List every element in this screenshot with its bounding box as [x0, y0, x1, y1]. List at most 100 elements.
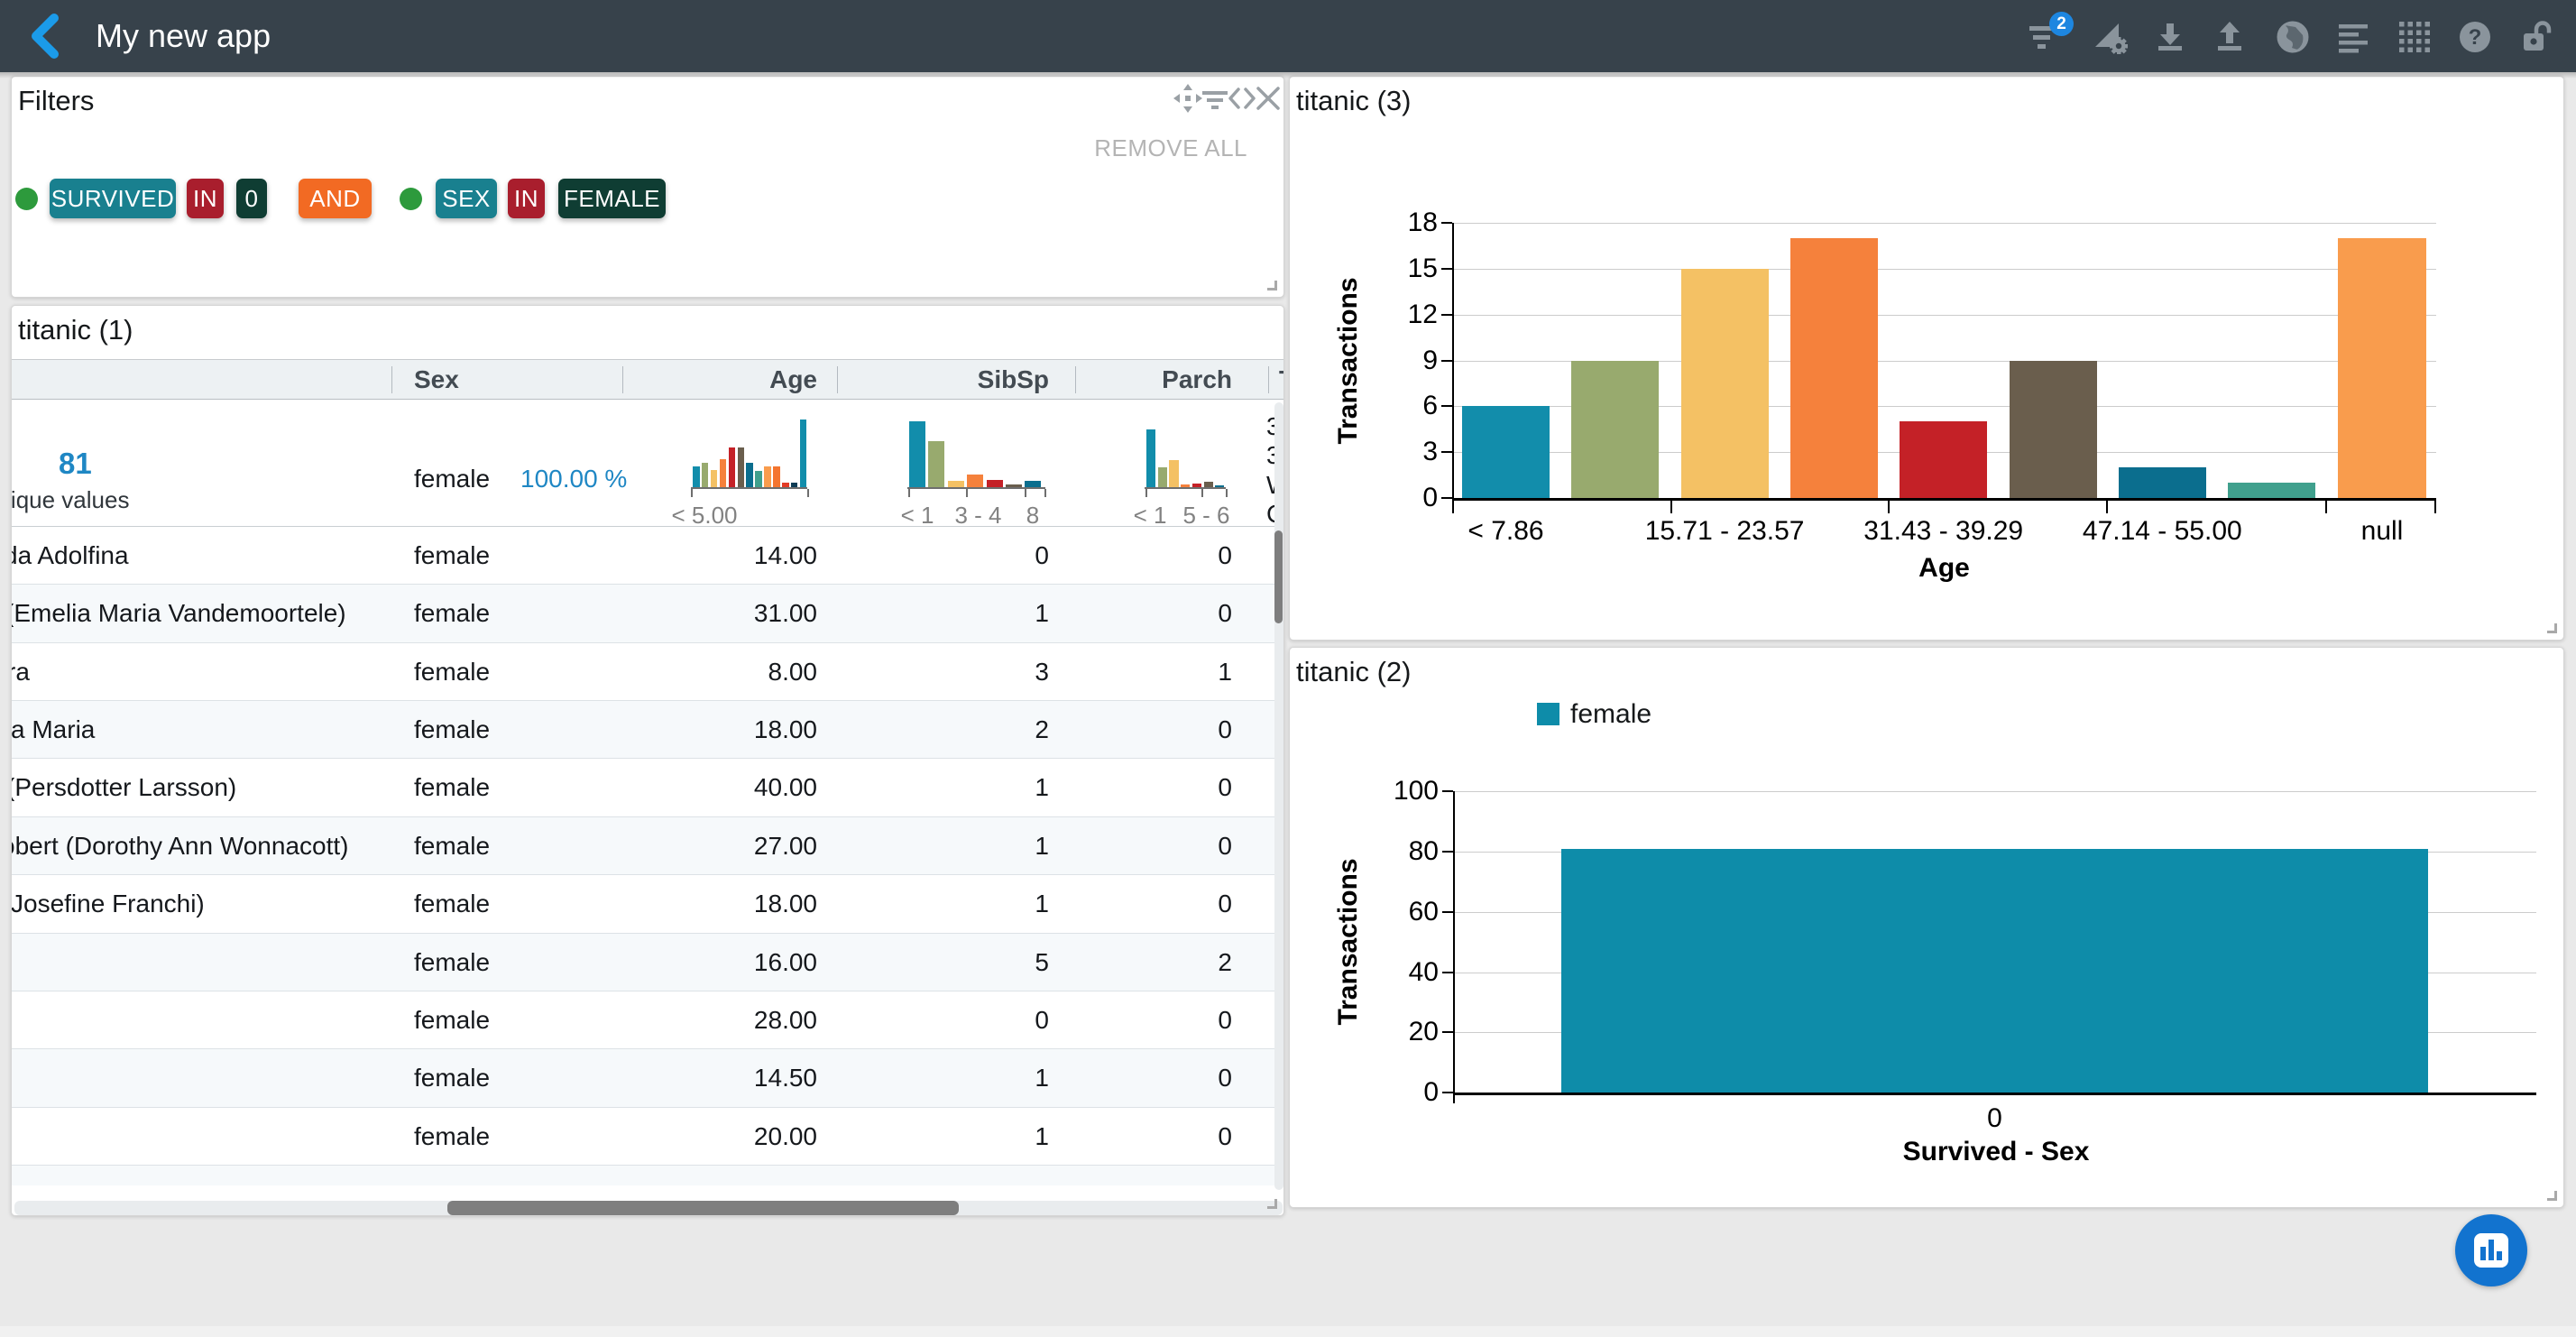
- globe-icon[interactable]: [2276, 20, 2310, 54]
- legend-swatch-female[interactable]: [1537, 703, 1559, 725]
- upload-icon[interactable]: [2213, 20, 2247, 54]
- cell-age: 14.00: [753, 541, 817, 569]
- lock-open-icon[interactable]: [2519, 20, 2553, 54]
- summary-histogram-age: < 5.00: [671, 400, 809, 529]
- filter-conjunction-pill[interactable]: AND: [299, 179, 372, 218]
- summary-histogram-label: < 1: [1133, 502, 1167, 529]
- resize-handle[interactable]: [1267, 281, 1277, 290]
- filter-field-pill[interactable]: SEX: [436, 179, 497, 218]
- summary-histogram-bar: [782, 483, 789, 487]
- filter-operator-pill[interactable]: IN: [508, 179, 545, 218]
- summary-histogram-bar: [1181, 484, 1191, 487]
- cell-sex: female: [414, 715, 491, 744]
- table-row[interactable]: da Adolfina female 14.00 0 0: [12, 527, 1283, 586]
- y-axis-tick-label: 12: [1407, 299, 1438, 329]
- dotted-grid-icon[interactable]: [2397, 20, 2432, 54]
- y-axis-tick-label: 80: [1408, 836, 1439, 867]
- help-icon[interactable]: ?: [2458, 20, 2492, 54]
- chart-fab-button[interactable]: [2455, 1214, 2527, 1286]
- table-row[interactable]: a Maria female 18.00 2 0: [12, 701, 1283, 760]
- cell-sex: female: [414, 657, 491, 686]
- column-header-t[interactable]: T: [1279, 360, 1283, 399]
- download-icon[interactable]: [2153, 20, 2187, 54]
- cell-name-text: (Emelia Maria Vandemoortele): [12, 599, 346, 628]
- table-row[interactable]: (Emelia Maria Vandemoortele) female 31.00 1…: [12, 585, 1283, 643]
- cell-sibsp: 1: [1035, 831, 1049, 860]
- y-axis-line: [1452, 223, 1454, 509]
- y-axis-tick: [1441, 497, 1452, 499]
- filter-value-pill[interactable]: 0: [236, 179, 267, 218]
- topbar-actions: 2?: [0, 0, 2576, 72]
- chart-settings-icon[interactable]: [2093, 20, 2128, 55]
- summary-histogram-tick: [966, 489, 969, 497]
- table-row[interactable]: female 16.00 5 2: [12, 933, 1283, 991]
- filter-value-pill[interactable]: FEMALE: [558, 179, 666, 218]
- table-row[interactable]: female 20.00 1 0: [12, 1108, 1283, 1166]
- column-header-sibsp[interactable]: SibSp: [977, 365, 1049, 393]
- column-header-parch[interactable]: Parch: [1162, 365, 1232, 393]
- close-icon[interactable]: [1254, 84, 1283, 113]
- move-icon[interactable]: [1173, 84, 1202, 113]
- back-button[interactable]: [22, 11, 72, 61]
- gridline: [1453, 791, 2536, 793]
- gridline: [1452, 406, 2436, 408]
- cell-name-text: a Maria: [12, 715, 96, 744]
- remove-all-button[interactable]: REMOVE ALL: [1094, 134, 1247, 161]
- summary-histogram-tick: [908, 489, 910, 497]
- summary-histogram-tick: [691, 489, 693, 497]
- table-row[interactable]: (Persdotter Larsson) female 40.00 1 0: [12, 759, 1283, 817]
- y-axis-tick: [1441, 451, 1452, 454]
- topbar-shadow: [0, 72, 2576, 78]
- resize-handle[interactable]: [2547, 1191, 2557, 1201]
- vertical-scrollbar-thumb[interactable]: [1274, 530, 1283, 623]
- filter-active-dot: [15, 188, 38, 210]
- summary-histogram-tick: [1024, 489, 1026, 497]
- cell-name: (Persdotter Larsson): [12, 759, 386, 816]
- summary-histogram-bar: [755, 471, 762, 487]
- bar-bin5: [2009, 360, 2097, 498]
- align-left-icon[interactable]: [2337, 20, 2371, 54]
- horizontal-scrollbar-thumb[interactable]: [447, 1201, 959, 1215]
- x-axis-tick: [2434, 501, 2436, 513]
- legend-label-female[interactable]: female: [1570, 699, 1652, 729]
- table-row-partial: [12, 1165, 1283, 1185]
- bar-bin3: [1789, 238, 1878, 498]
- summary-histogram-bar: [1006, 484, 1022, 487]
- filter-icon[interactable]: [1201, 84, 1229, 113]
- table-row[interactable]: ra female 8.00 3 1: [12, 643, 1283, 702]
- column-header-sex[interactable]: Sex: [414, 365, 459, 393]
- unique-count: 81: [59, 447, 92, 480]
- column-separator: [622, 366, 623, 393]
- summary-histogram-bar: [728, 447, 736, 487]
- x-axis-tick: [2325, 501, 2327, 513]
- vertical-scrollbar-track[interactable]: [1274, 402, 1283, 1190]
- summary-histogram-bar: [928, 441, 945, 487]
- cell-sex: female: [414, 1064, 491, 1093]
- filter-lines-icon[interactable]: 2: [2028, 12, 2074, 54]
- gridline: [1452, 360, 2436, 362]
- cell-name: [12, 1049, 386, 1107]
- table-row[interactable]: female 28.00 0 0: [12, 991, 1283, 1050]
- resize-handle[interactable]: [1267, 1199, 1277, 1209]
- summary-histogram-tick: [1044, 489, 1046, 497]
- table-row[interactable]: obert (Dorothy Ann Wonnacott) female 27.00…: [12, 816, 1283, 876]
- summary-histogram-tick: [1145, 489, 1147, 497]
- bar-31.43 - 39.29: [1900, 421, 1988, 498]
- cell-age: 8.00: [768, 657, 818, 686]
- filter-field-pill[interactable]: SURVIVED: [50, 179, 176, 218]
- cell-name: da Adolfina: [12, 527, 386, 585]
- resize-handle[interactable]: [2547, 623, 2557, 633]
- bar-15.71 - 23.57: [1680, 269, 1769, 498]
- cell-age: 20.00: [753, 1121, 817, 1150]
- y-axis-line: [1453, 791, 1455, 1103]
- filter-operator-pill[interactable]: IN: [187, 179, 224, 218]
- table-row[interactable]: Josefine Franchi) female 18.00 1 0: [12, 875, 1283, 934]
- cell-parch: 0: [1218, 1064, 1232, 1093]
- column-header-age[interactable]: Age: [769, 365, 817, 393]
- table-row[interactable]: female 14.50 1 0: [12, 1049, 1283, 1108]
- cell-sibsp: 1: [1035, 1064, 1049, 1093]
- y-axis-tick: [1442, 1092, 1453, 1093]
- summary-histogram-label: < 1: [900, 502, 934, 529]
- summary-histogram-bar: [1191, 484, 1201, 487]
- code-icon[interactable]: [1228, 84, 1256, 113]
